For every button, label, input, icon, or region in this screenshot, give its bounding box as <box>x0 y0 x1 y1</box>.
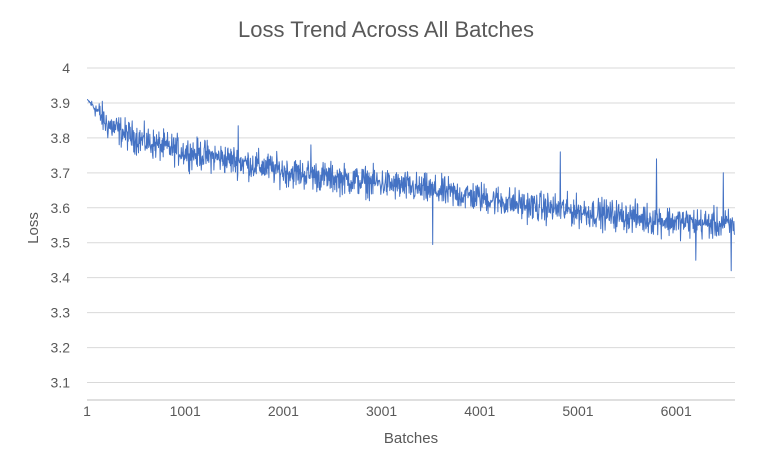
y-tick-label: 3.1 <box>51 375 71 391</box>
y-tick-label: 3.4 <box>51 270 71 286</box>
y-tick-label: 3.8 <box>51 130 71 146</box>
y-axis-label: Loss <box>25 212 42 244</box>
y-tick-label: 3.3 <box>51 305 71 321</box>
y-tick-label: 3.7 <box>51 165 71 181</box>
y-axis-ticks: 3.1 3.2 3.3 3.4 3.5 3.6 3.7 3.8 3.9 4 <box>51 60 71 391</box>
x-tick-label: 6001 <box>661 403 692 419</box>
y-tick-label: 3.6 <box>51 200 71 216</box>
gridlines <box>87 67 735 401</box>
chart-title: Loss Trend Across All Batches <box>238 17 534 42</box>
x-tick-label: 4001 <box>464 403 495 419</box>
y-tick-label: 4 <box>62 60 70 76</box>
x-axis-label: Batches <box>384 430 438 447</box>
series-line-loss <box>86 99 736 272</box>
x-tick-label: 1 <box>83 403 91 419</box>
x-tick-label: 3001 <box>366 403 397 419</box>
x-tick-label: 1001 <box>170 403 201 419</box>
x-axis-ticks: 1 1001 2001 3001 4001 5001 6001 <box>83 403 692 419</box>
y-tick-label: 3.5 <box>51 235 71 251</box>
x-tick-label: 2001 <box>268 403 299 419</box>
y-tick-label: 3.2 <box>51 340 71 356</box>
x-tick-label: 5001 <box>562 403 593 419</box>
y-tick-label: 3.9 <box>51 95 71 111</box>
plot-area <box>86 99 736 272</box>
